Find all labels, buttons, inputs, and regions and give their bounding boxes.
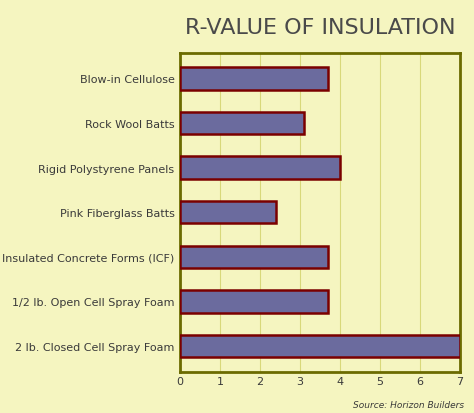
Bar bbox=[180, 113, 304, 135]
Title: R-VALUE OF INSULATION: R-VALUE OF INSULATION bbox=[185, 18, 455, 38]
Bar bbox=[180, 202, 276, 224]
Bar bbox=[180, 68, 328, 90]
Bar bbox=[180, 157, 340, 179]
Bar bbox=[180, 246, 328, 268]
Bar bbox=[180, 335, 460, 357]
Bar bbox=[180, 290, 328, 313]
Text: Source: Horizon Builders: Source: Horizon Builders bbox=[354, 400, 465, 409]
